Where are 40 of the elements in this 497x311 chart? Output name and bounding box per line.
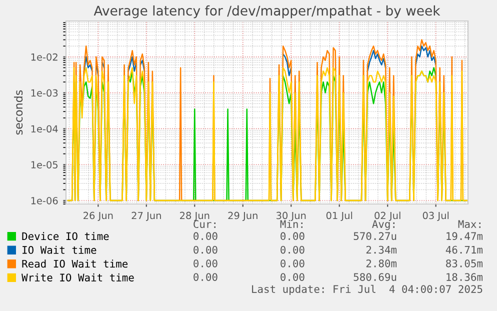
text: Cur: bbox=[194, 220, 216, 228]
x-tick-label: 03 Jul bbox=[422, 212, 449, 221]
text: 0.00 bbox=[194, 246, 218, 254]
text: 19.47m bbox=[446, 232, 483, 240]
text: Avg: bbox=[372, 220, 394, 230]
y-tick-label: 1e-04 bbox=[31, 125, 58, 133]
text: 0.00 bbox=[194, 259, 218, 268]
text: 2.80m bbox=[366, 259, 397, 268]
text: 0.00 bbox=[280, 246, 304, 254]
y-axis-title: seconds bbox=[14, 90, 23, 135]
legend-label: IO Wait time bbox=[22, 246, 96, 254]
chart-title: Average latency for /dev/mapper/mpathat - by week bbox=[94, 5, 440, 18]
x-tick-label: 26 Jun bbox=[84, 212, 113, 221]
text: 46.71m bbox=[446, 246, 483, 254]
text: 0.00 bbox=[280, 273, 304, 281]
x-tick-label: 30 Jun bbox=[276, 212, 306, 221]
x-tick-label: 27 Jun bbox=[132, 212, 161, 221]
text: Last update: Fri Jul 4 04:00:07 2025 bbox=[252, 284, 482, 296]
text: 580.69u bbox=[354, 273, 396, 281]
x-tick-label: 29 Jun bbox=[228, 212, 258, 221]
text: 0.00 bbox=[280, 259, 304, 268]
text: Max: bbox=[458, 220, 480, 228]
legend-label: Read IO Wait time bbox=[22, 260, 128, 268]
text: 0.00 bbox=[194, 232, 218, 240]
x-tick-label: 02 Jul bbox=[374, 212, 400, 221]
text: 83.05m bbox=[446, 259, 483, 268]
legend-label: Write IO Wait time bbox=[22, 273, 134, 282]
y-tick-label: 1e-02 bbox=[31, 53, 58, 61]
text: Min: bbox=[280, 220, 302, 228]
text: 18.36m bbox=[446, 273, 483, 281]
text: 0.00 bbox=[194, 273, 218, 281]
y-tick-label: 1e-05 bbox=[31, 161, 58, 168]
y-tick-label: 1e-03 bbox=[31, 89, 58, 97]
text: 0.00 bbox=[280, 232, 304, 240]
x-tick-label: 28 Jun bbox=[180, 212, 210, 221]
legend-label: Device IO time bbox=[22, 232, 109, 240]
text: 2.34m bbox=[366, 246, 397, 254]
y-tick-label: 1e-06 bbox=[31, 197, 58, 204]
x-tick-label: 01 Jul bbox=[326, 212, 352, 221]
text: 570.27u bbox=[354, 232, 396, 240]
